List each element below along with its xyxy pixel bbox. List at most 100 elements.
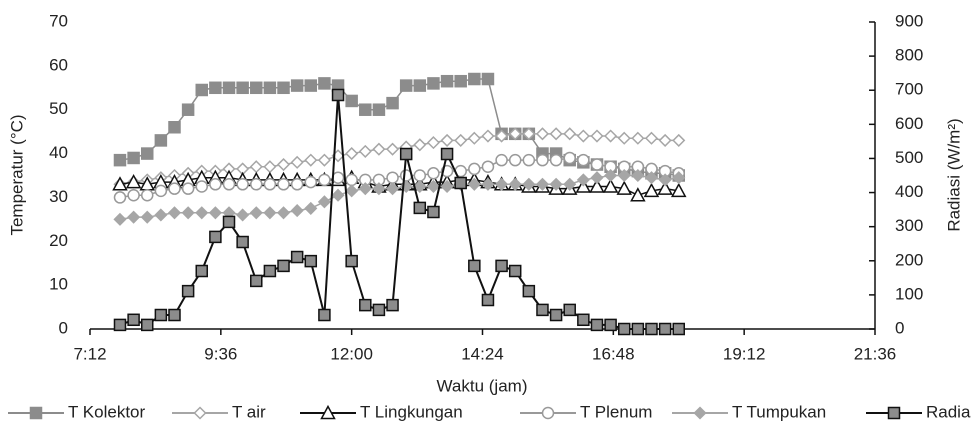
marker: [508, 153, 522, 167]
marker: [657, 180, 673, 195]
y-axis-title: Temperatur (°C): [7, 114, 26, 235]
marker: [372, 303, 386, 317]
marker: [222, 81, 236, 95]
marker: [195, 206, 209, 220]
x-tick-label: 12:00: [330, 344, 373, 363]
marker: [304, 201, 318, 215]
marker: [658, 173, 672, 187]
marker: [385, 142, 400, 156]
marker: [576, 129, 590, 143]
marker: [222, 178, 236, 191]
marker: [277, 259, 290, 273]
legend-marker: [29, 406, 43, 420]
marker: [549, 127, 563, 141]
marker: [154, 134, 168, 147]
marker: [563, 151, 576, 165]
marker: [358, 182, 372, 196]
marker: [140, 318, 154, 332]
marker: [440, 74, 454, 88]
marker: [263, 264, 277, 278]
marker: [481, 160, 495, 173]
marker: [127, 188, 140, 202]
marker: [535, 127, 550, 141]
marker: [631, 168, 645, 183]
marker: [277, 81, 290, 95]
marker: [140, 210, 154, 224]
marker: [372, 182, 386, 196]
marker: [359, 298, 372, 312]
marker: [590, 171, 604, 185]
marker: [345, 94, 358, 108]
marker: [617, 131, 631, 145]
marker: [670, 182, 687, 198]
marker: [426, 136, 440, 150]
y2-tick-label: 800: [895, 46, 923, 65]
marker: [290, 155, 304, 169]
marker: [644, 171, 659, 185]
marker: [536, 153, 549, 167]
marker: [345, 147, 359, 161]
marker: [413, 169, 427, 182]
marker: [277, 178, 290, 191]
marker: [604, 168, 618, 183]
marker: [304, 79, 318, 92]
marker: [549, 153, 563, 167]
marker: [508, 127, 522, 141]
marker: [590, 318, 604, 332]
marker: [263, 206, 277, 220]
marker: [345, 173, 358, 187]
marker: [276, 206, 291, 220]
legend-marker: [693, 406, 707, 420]
x-tick-label: 14:24: [461, 344, 504, 363]
marker: [399, 79, 413, 92]
y2-tick-label: 900: [895, 11, 923, 30]
marker: [522, 127, 536, 141]
y-tick-label: 50: [49, 99, 68, 118]
marker: [372, 142, 386, 156]
marker: [589, 178, 605, 193]
marker: [658, 322, 672, 336]
marker: [522, 153, 536, 167]
marker: [590, 158, 604, 171]
marker: [290, 204, 304, 218]
marker: [413, 179, 427, 194]
marker: [399, 147, 413, 161]
marker: [631, 322, 645, 336]
marker: [222, 215, 236, 229]
marker: [318, 77, 331, 90]
marker: [643, 182, 660, 198]
marker: [290, 250, 304, 264]
x-tick-label: 9:36: [204, 344, 237, 363]
marker: [236, 208, 250, 222]
y-tick-label: 70: [49, 11, 68, 30]
marker: [563, 127, 577, 141]
marker: [440, 133, 454, 147]
marker: [644, 131, 659, 145]
marker: [127, 210, 141, 224]
marker: [467, 131, 481, 145]
marker: [290, 178, 304, 191]
marker: [495, 259, 508, 273]
marker: [577, 313, 590, 327]
marker: [113, 212, 127, 226]
marker: [250, 81, 263, 95]
marker: [495, 153, 508, 167]
marker: [195, 180, 209, 193]
marker: [127, 313, 140, 327]
marker: [304, 175, 318, 189]
marker: [154, 308, 168, 322]
marker: [672, 133, 686, 147]
marker: [440, 147, 454, 161]
y2-tick-label: 200: [895, 250, 923, 269]
x-tick-label: 16:48: [592, 344, 635, 363]
marker: [318, 308, 331, 322]
marker: [372, 103, 386, 116]
marker: [290, 79, 304, 92]
marker: [481, 129, 495, 143]
marker: [276, 157, 291, 172]
marker: [481, 72, 495, 86]
marker: [181, 206, 195, 220]
marker: [154, 184, 168, 198]
marker: [195, 83, 209, 97]
marker: [263, 178, 277, 191]
